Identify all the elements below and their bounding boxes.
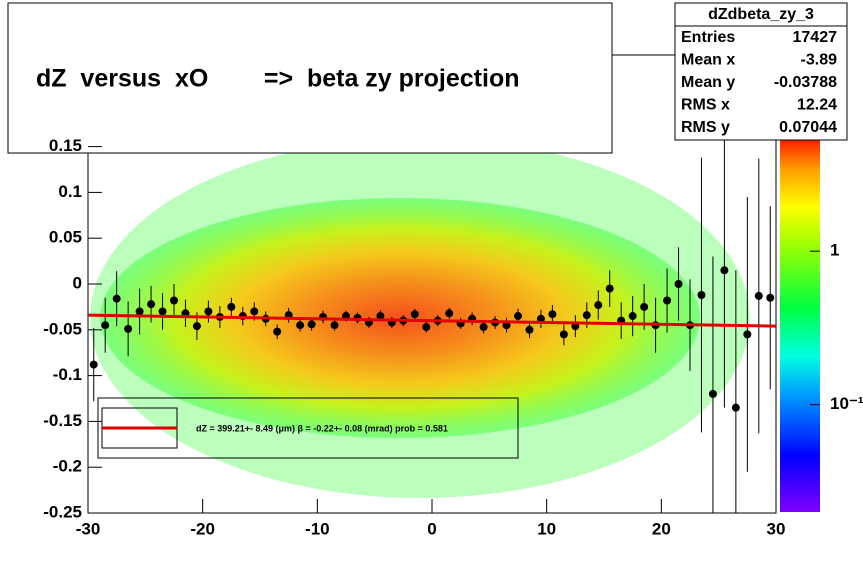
point — [720, 266, 729, 275]
y-tick-label: -0.05 — [43, 319, 82, 338]
point — [273, 327, 282, 336]
point — [296, 321, 305, 330]
fit-line — [87, 313, 777, 328]
title-box — [7, 2, 613, 154]
point — [548, 310, 557, 319]
x-tick-label: -10 — [305, 519, 330, 538]
x-tick-label: 10 — [537, 519, 556, 538]
y-tick-label: -0.1 — [53, 365, 82, 384]
point — [708, 389, 717, 398]
point — [445, 309, 454, 318]
stats-value: 17427 — [793, 29, 838, 46]
stats-value: -0.03788 — [774, 74, 837, 91]
stats-title: dZdbeta_zy_3 — [708, 6, 814, 23]
point — [582, 311, 591, 320]
point — [135, 307, 144, 316]
point — [307, 320, 316, 329]
point — [525, 325, 534, 334]
point — [743, 330, 752, 339]
point — [112, 294, 121, 303]
point — [514, 312, 522, 321]
x-tick-label: -30 — [76, 519, 101, 538]
legend-box — [97, 397, 519, 459]
point — [628, 312, 637, 321]
fit-label: dZ = 399.21+- 8.49 (μm) β = -0.22+- 0.08… — [196, 423, 448, 433]
point — [536, 314, 545, 323]
point — [227, 302, 236, 311]
x-tick-label: 20 — [652, 519, 671, 538]
heatmap — [100, 198, 700, 438]
point — [674, 280, 683, 288]
y-tick-label: 0 — [73, 273, 82, 292]
point — [330, 321, 339, 330]
stats-key: Entries — [681, 29, 735, 46]
x-tick-label: -20 — [190, 519, 215, 538]
z-tick-label: 10⁻¹ — [830, 394, 863, 413]
y-tick-label: -0.25 — [43, 502, 82, 521]
chart-title: dZ versus xO => beta zy projection — [36, 65, 519, 93]
point — [594, 301, 603, 310]
point — [124, 324, 133, 333]
point — [250, 307, 259, 316]
point — [663, 296, 672, 305]
point — [697, 290, 706, 299]
y-tick-label: -0.2 — [53, 457, 82, 476]
point — [410, 310, 419, 319]
point — [754, 291, 763, 300]
stats-key: Mean x — [681, 52, 735, 69]
stats-value: 12.24 — [797, 97, 837, 114]
point — [559, 330, 568, 339]
point — [147, 300, 156, 309]
point — [204, 307, 213, 316]
point — [479, 323, 488, 332]
point — [422, 323, 431, 332]
point — [766, 293, 775, 302]
point — [158, 307, 167, 316]
stats-value: -3.89 — [801, 52, 838, 69]
point — [89, 360, 98, 369]
y-tick-label: 0.05 — [49, 228, 82, 247]
y-tick-label: -0.15 — [43, 411, 82, 430]
y-tick-label: 0.1 — [58, 182, 82, 201]
x-tick-label: 30 — [767, 519, 786, 538]
stats-value: 0.07044 — [779, 119, 837, 136]
x-tick-label: 0 — [427, 519, 436, 538]
point — [376, 312, 385, 321]
color-bar — [780, 140, 820, 512]
point — [731, 403, 740, 412]
z-tick-label: 1 — [830, 241, 839, 260]
point — [170, 296, 178, 305]
point — [101, 321, 110, 330]
point — [640, 302, 649, 311]
point — [605, 284, 614, 293]
stats-key: RMS y — [681, 119, 730, 136]
point — [192, 322, 201, 331]
stats-key: Mean y — [681, 74, 735, 91]
y-tick-label: 0.15 — [49, 136, 82, 155]
stats-key: RMS x — [681, 97, 730, 114]
